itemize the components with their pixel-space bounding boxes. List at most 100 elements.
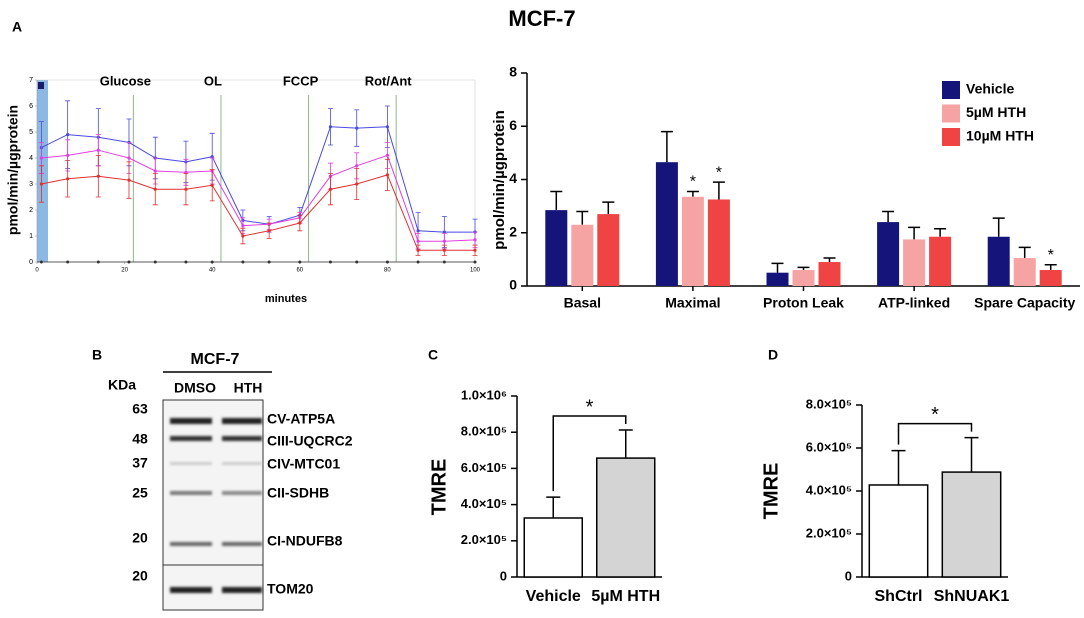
bar — [1039, 270, 1062, 286]
point — [210, 155, 214, 159]
point — [355, 182, 359, 186]
blot-title: MCF-7 — [191, 351, 240, 368]
point — [66, 153, 70, 157]
x-tick-label: Spare Capacity — [974, 295, 1075, 311]
bar — [877, 222, 900, 286]
y-tick-label: 5 — [29, 129, 33, 136]
injection-strip — [37, 80, 48, 262]
significance-star: * — [716, 164, 722, 181]
y-tick-label: 0 — [509, 277, 517, 293]
baseline-dot — [39, 260, 43, 264]
panel-letter: A — [12, 19, 22, 35]
y-tick-label: 6 — [29, 103, 33, 110]
error-bar — [797, 266, 810, 271]
lane-label: DMSO — [174, 380, 216, 396]
marker-label: 63 — [132, 401, 148, 417]
unit-label: KDa — [108, 377, 136, 393]
point — [66, 133, 70, 137]
y-tick-label: 2.0×10⁵ — [806, 525, 852, 540]
point — [39, 156, 43, 160]
error-bar — [546, 496, 561, 518]
marker-label: 20 — [132, 568, 148, 584]
error-bar — [712, 181, 725, 200]
point — [184, 170, 188, 174]
point — [127, 178, 131, 182]
event-label: Glucose — [100, 73, 151, 88]
baseline-dot — [96, 260, 100, 264]
point — [416, 239, 420, 243]
bar — [681, 196, 704, 286]
point — [473, 248, 477, 252]
bar — [1013, 258, 1036, 286]
y-tick-label: 8.0×10⁵ — [806, 396, 852, 411]
error-bar — [964, 436, 979, 473]
x-tick-label: Vehicle — [526, 588, 581, 605]
bar — [766, 272, 789, 286]
x-tick-label: Basal — [564, 295, 601, 311]
bar — [941, 471, 1002, 578]
error-bar — [771, 262, 784, 273]
point — [385, 173, 389, 177]
baseline-dot — [298, 260, 302, 264]
error-bar — [934, 228, 947, 237]
panel-letter: D — [768, 347, 778, 363]
bar — [596, 457, 656, 578]
point — [298, 221, 302, 225]
bar — [597, 214, 620, 286]
point — [39, 182, 43, 186]
legend-label: 10µM HTH — [966, 128, 1034, 144]
baseline-dot — [127, 260, 131, 264]
series-line — [41, 149, 476, 242]
point — [385, 153, 389, 157]
x-tick-label: 80 — [384, 268, 391, 274]
error-bar — [891, 449, 906, 485]
protein-label: CIII-UQCRC2 — [267, 433, 353, 449]
error-bar — [576, 210, 589, 225]
event-label: OL — [204, 73, 222, 88]
point — [127, 156, 131, 160]
y-tick-label: 2 — [29, 207, 33, 214]
significance-bracket — [897, 422, 973, 445]
y-tick-label: 1 — [29, 233, 33, 240]
point — [442, 248, 446, 252]
blot-membrane — [162, 399, 264, 611]
y-axis-label: TMRE — [760, 463, 782, 520]
legend-swatch — [942, 104, 960, 123]
significance-bracket — [552, 415, 627, 492]
point — [153, 187, 157, 191]
bar — [818, 262, 841, 286]
y-tick-label: 2.0×10⁵ — [461, 532, 507, 547]
event-label: Rot/Ant — [365, 73, 413, 88]
error-bar — [908, 226, 921, 240]
baseline-dot — [210, 260, 214, 264]
baseline-dot — [473, 260, 477, 264]
x-tick-label: ShNUAK1 — [934, 588, 1010, 605]
legend-swatch — [942, 81, 960, 99]
protein-label: CV-ATP5A — [267, 411, 335, 427]
x-tick-label: 100 — [470, 268, 481, 274]
bar — [571, 224, 594, 286]
blot: MCF-7 DMSO HTH KDa 63 48 37 25 20 20 CV-… — [108, 351, 353, 611]
panel-letter: C — [428, 347, 438, 363]
baseline-dot — [385, 260, 389, 264]
y-tick-label: 7 — [29, 77, 33, 84]
bar — [707, 199, 730, 286]
point — [328, 187, 333, 191]
error-bar — [882, 210, 895, 223]
y-tick-label: 2 — [509, 223, 517, 239]
error-bar — [992, 217, 1005, 237]
error-bar — [686, 190, 699, 197]
point — [241, 234, 245, 238]
point — [184, 187, 188, 191]
legend-label: 5µM HTH — [966, 104, 1026, 120]
point — [96, 148, 100, 152]
error-bar — [1018, 246, 1031, 259]
baseline-dot — [267, 260, 271, 264]
error-bar — [618, 429, 633, 459]
baseline-dot — [66, 260, 70, 264]
x-axis-label: minutes — [265, 293, 307, 305]
baseline-dot — [355, 260, 359, 264]
y-tick-label: 4.0×10⁵ — [806, 482, 852, 497]
protein-label: CI-NDUFB8 — [267, 533, 343, 549]
